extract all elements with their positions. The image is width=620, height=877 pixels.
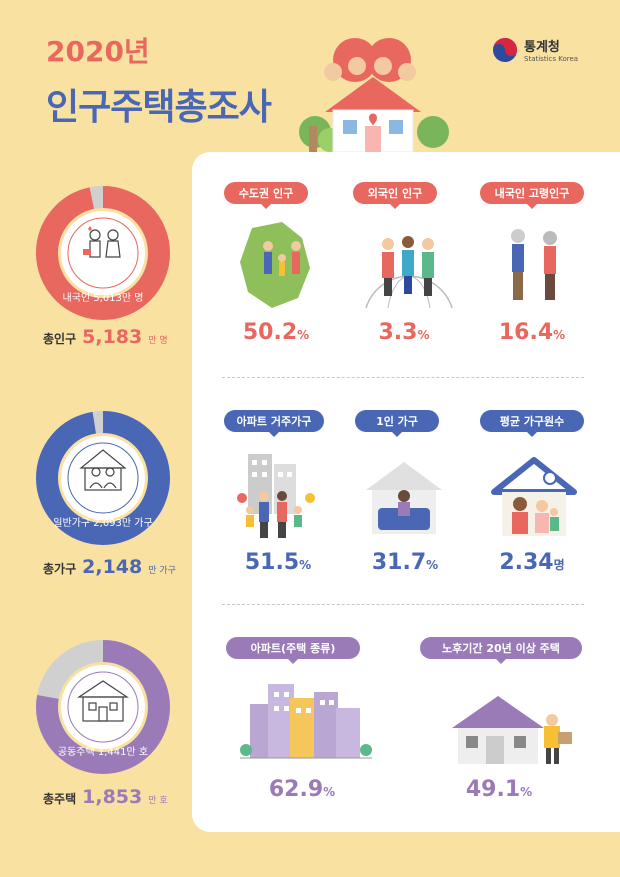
- total-housing: 총주택 1,853 만 호: [43, 786, 168, 808]
- total-households: 총가구 2,148 만 가구: [43, 556, 176, 578]
- total-households-label: 총가구: [43, 562, 77, 576]
- housing-ring-fill: [36, 640, 170, 774]
- pill-old-housing: 노후기간 20년 이상 주택: [420, 637, 582, 664]
- total-population: 총인구 5,183 만 명: [43, 326, 168, 348]
- housing-ring: 공동주택 1,441만 호: [36, 640, 170, 774]
- household-ring: 일반가구 2,093만 가구: [36, 411, 170, 545]
- pill-capital-population: 수도권 인구: [224, 182, 308, 209]
- page-title: 인구주택총조사: [46, 87, 272, 128]
- household-ring-fill: [36, 411, 170, 545]
- logo-name: 통계청: [524, 40, 560, 55]
- value-apartment-housing: 62.9%: [268, 777, 336, 802]
- apartment-buildings-icon: [240, 684, 372, 759]
- statistics-korea-logo: 통계청 Statistics Korea: [492, 36, 578, 63]
- value-old-housing: 49.1%: [465, 777, 533, 802]
- korea-map-icon: [240, 222, 310, 308]
- row-divider-2: [222, 604, 584, 605]
- title-year: 2020년: [46, 35, 150, 68]
- old-house-icon: [452, 696, 572, 764]
- row-divider-1: [222, 377, 584, 378]
- apartment-family-icon: [237, 454, 315, 538]
- pill-foreign-population: 외국인 인구: [353, 182, 437, 209]
- value-foreign-population: 3.3%: [378, 320, 430, 345]
- pill-avg-household-size: 평균 가구원수: [480, 410, 584, 437]
- pill-apartment-households: 아파트 거주가구: [224, 410, 324, 437]
- pill-single-households: 1인 가구: [355, 410, 439, 437]
- population-ring-fill: [36, 186, 170, 320]
- value-avg-household-size: 2.34명: [499, 550, 565, 575]
- house-family-icon: [79, 449, 127, 491]
- total-housing-unit: 만 호: [148, 796, 168, 806]
- family-icon: [83, 226, 121, 258]
- value-single-households: 31.7%: [371, 550, 439, 575]
- total-population-value: 5,183: [82, 326, 143, 348]
- pill-apartment-housing: 아파트(주택 종류): [226, 637, 360, 664]
- housing-inner-label: 공동주택 1,441만 호: [58, 746, 148, 758]
- value-elderly-population: 16.4%: [498, 320, 566, 345]
- single-household-icon: [366, 462, 442, 534]
- population-ring: 내국인 5,013만 명: [36, 186, 170, 320]
- value-capital-population: 50.2%: [242, 320, 310, 345]
- total-households-unit: 만 가구: [148, 566, 176, 576]
- pill-elderly-population: 내국인 고령인구: [480, 182, 584, 209]
- foreigners-icon: [365, 236, 453, 309]
- elderly-icon: [511, 229, 557, 300]
- household-inner-label: 일반가구 2,093만 가구: [53, 517, 152, 529]
- household-members-icon: [491, 457, 577, 536]
- logo-subtitle: Statistics Korea: [524, 55, 579, 63]
- house-icon: [77, 680, 129, 722]
- value-apartment-households: 51.5%: [244, 550, 312, 575]
- total-population-unit: 만 명: [148, 336, 168, 346]
- total-housing-value: 1,853: [82, 786, 143, 808]
- header-house-illustration: [299, 38, 449, 152]
- total-housing-label: 총주택: [43, 792, 77, 806]
- population-inner-label: 내국인 5,013만 명: [63, 292, 144, 304]
- taegeuk-icon: [493, 37, 517, 62]
- total-households-value: 2,148: [82, 556, 143, 578]
- total-population-label: 총인구: [43, 332, 77, 346]
